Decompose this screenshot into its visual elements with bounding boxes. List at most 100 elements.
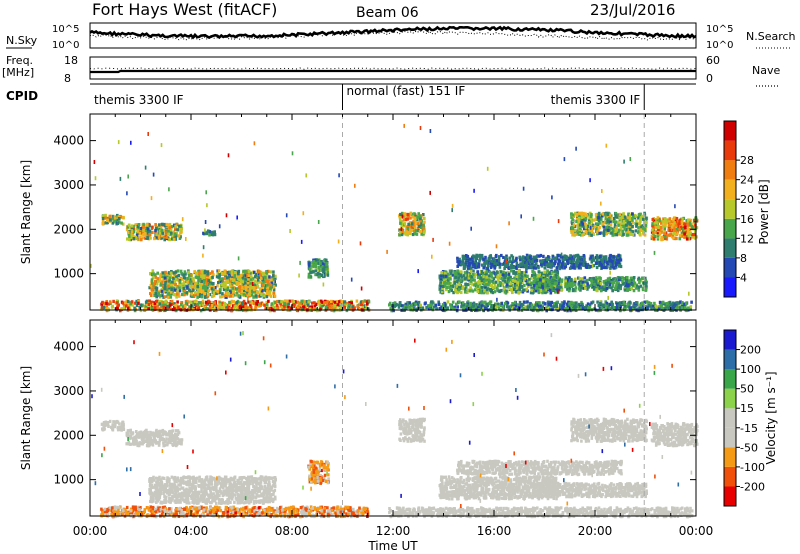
data-cell: [561, 260, 565, 264]
data-cell: [142, 225, 146, 229]
data-cell: [233, 278, 236, 282]
data-cell: [446, 300, 450, 304]
data-cell: [153, 273, 157, 277]
data-cell: [607, 219, 610, 223]
data-cell: [619, 303, 622, 307]
data-cell: [177, 234, 181, 238]
data-cell: [159, 294, 162, 298]
nsky-trace: [89, 25, 697, 40]
data-cell: [415, 232, 419, 236]
data-cell: [179, 228, 183, 232]
data-cell: [656, 305, 659, 309]
data-cell: [555, 266, 559, 270]
data-cell: [554, 289, 557, 293]
data-cell: [514, 304, 518, 308]
data-cell: [423, 216, 426, 220]
data-cell: [137, 300, 140, 304]
data-cell: [101, 300, 104, 304]
data-cell: [139, 235, 142, 239]
data-cell: [198, 289, 202, 293]
data-cell: [162, 300, 166, 304]
data-cell: [572, 263, 575, 267]
data-cell: [228, 280, 231, 284]
data-cell: [598, 306, 602, 310]
data-cell: [307, 265, 311, 269]
data-cell: [458, 300, 461, 304]
data-cell: [523, 261, 526, 265]
data-cell: [517, 276, 520, 280]
data-cell: [528, 260, 532, 264]
data-cell: [197, 301, 201, 305]
data-cell: [552, 257, 556, 261]
data-cell: [175, 306, 179, 310]
data-cell: [505, 305, 509, 309]
data-cell: [169, 303, 172, 307]
data-cell: [214, 286, 217, 290]
data-cell: [487, 278, 491, 282]
data-cell: [671, 233, 675, 237]
data-cell: [197, 275, 201, 279]
data-cell: [610, 305, 614, 310]
data-cell: [217, 305, 220, 309]
data-cell: [149, 284, 153, 288]
data-cell: [257, 294, 260, 298]
data-cell: [422, 223, 425, 227]
data-cell: [566, 261, 570, 266]
data-cell: [155, 226, 158, 230]
data-cell: [211, 275, 214, 279]
data-cell: [615, 215, 619, 219]
data-cell: [614, 220, 618, 224]
data-cell: [243, 301, 247, 306]
data-cell: [652, 307, 656, 311]
data-cell: [212, 304, 215, 308]
data-cell: [400, 220, 404, 224]
nsearch-tick-bottom: 10^0: [706, 40, 733, 51]
data-cell: [313, 301, 316, 305]
data-cell: [190, 304, 194, 308]
data-cell: [170, 299, 174, 303]
data-cell: [451, 305, 454, 310]
data-cell: [523, 264, 527, 268]
data-cell: [200, 301, 203, 305]
data-cell: [678, 227, 681, 232]
data-cell: [233, 305, 237, 309]
data-cell: [152, 284, 156, 288]
data-cell: [116, 306, 119, 311]
data-cell: [473, 288, 477, 292]
data-cell: [572, 301, 575, 305]
data-cell: [195, 281, 198, 285]
data-cell: [422, 213, 425, 217]
data-cell: [623, 302, 626, 306]
data-cell: [195, 299, 198, 303]
data-cell: [628, 217, 632, 222]
data-cell: [203, 286, 206, 290]
data-cell: [530, 286, 533, 290]
data-cell: [192, 277, 195, 281]
data-cell: [476, 289, 480, 293]
data-cell: [629, 213, 632, 217]
data-cell: [613, 306, 616, 310]
data-cell: [256, 285, 260, 289]
data-cell: [224, 293, 228, 297]
data-cell: [560, 301, 564, 305]
data-cell: [451, 285, 455, 289]
data-cell: [586, 213, 590, 217]
data-cell: [582, 254, 586, 258]
data-cell: [218, 291, 222, 295]
data-cell: [447, 272, 450, 276]
data-cell: [168, 279, 171, 283]
data-cell: [219, 286, 223, 290]
data-cell: [440, 274, 443, 278]
data-cell: [667, 228, 670, 232]
data-cell: [200, 279, 203, 283]
data-cell: [200, 274, 203, 278]
data-cell: [596, 256, 599, 260]
data-cell: [256, 290, 259, 294]
data-cell: [350, 303, 354, 307]
data-cell: [507, 275, 511, 279]
data-cell: [388, 303, 391, 307]
data-cell: [517, 269, 521, 273]
data-cell: [505, 303, 509, 307]
data-cell: [631, 230, 635, 234]
data-cell: [639, 212, 642, 216]
